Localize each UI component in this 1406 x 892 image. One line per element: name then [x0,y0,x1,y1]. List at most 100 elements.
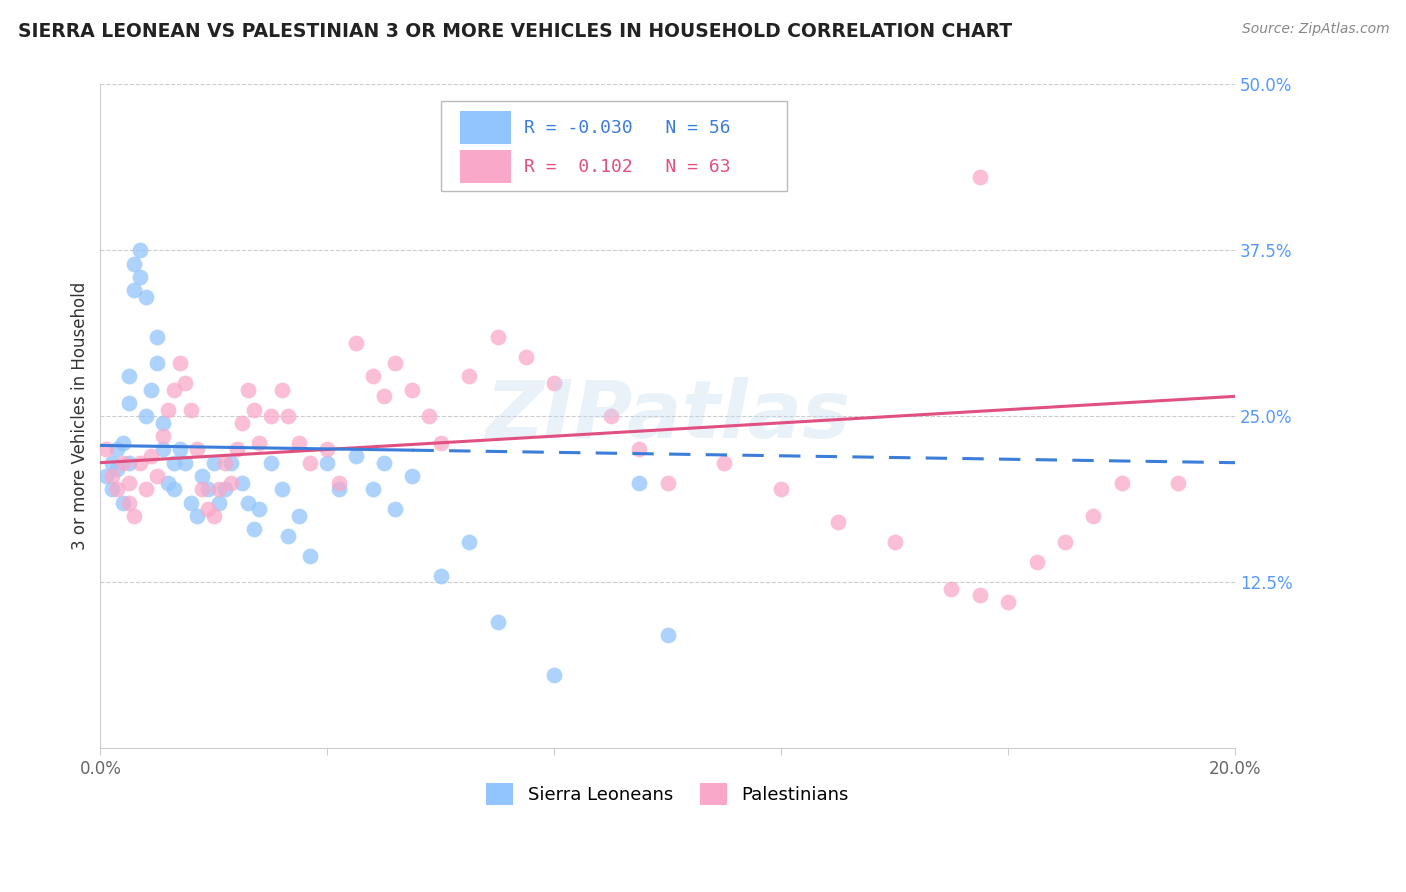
Point [118,369,141,384]
Point [100,482,122,496]
Point [628,442,651,457]
Point [344,336,367,351]
Point [458,535,481,549]
Point [135,482,157,496]
Point [157,475,180,490]
Legend: Sierra Leoneans, Palestinians: Sierra Leoneans, Palestinians [479,775,856,812]
Point [827,516,849,530]
Point [515,350,537,364]
Point [657,628,679,642]
Point [418,409,440,424]
Point [384,502,406,516]
Point [208,482,231,496]
Point [112,435,135,450]
Point [997,595,1019,609]
Point [969,170,991,185]
Point [429,435,451,450]
Point [429,568,451,582]
Point [146,329,169,343]
Point [219,475,242,490]
Point [169,356,191,370]
Text: Source: ZipAtlas.com: Source: ZipAtlas.com [1241,22,1389,37]
Point [124,257,146,271]
Point [242,522,264,536]
Point [94,442,117,457]
Point [118,456,141,470]
Point [316,442,339,457]
Point [146,469,169,483]
Point [112,495,135,509]
Point [288,508,311,523]
Text: SIERRA LEONEAN VS PALESTINIAN 3 OR MORE VEHICLES IN HOUSEHOLD CORRELATION CHART: SIERRA LEONEAN VS PALESTINIAN 3 OR MORE … [18,22,1012,41]
Point [118,495,141,509]
Text: R = -0.030   N = 56: R = -0.030 N = 56 [523,119,730,136]
FancyBboxPatch shape [440,101,787,191]
Point [328,482,350,496]
Point [344,449,367,463]
Point [202,456,225,470]
Point [361,369,384,384]
Point [628,475,651,490]
Point [486,615,509,629]
Point [1083,508,1105,523]
Point [543,668,565,682]
Point [657,475,679,490]
Point [105,462,128,476]
Point [141,449,163,463]
Point [163,456,186,470]
Point [1053,535,1076,549]
Point [197,482,219,496]
Point [163,482,186,496]
Point [401,469,423,483]
Point [219,456,242,470]
Point [236,495,259,509]
Point [129,456,152,470]
Point [174,376,197,390]
Point [118,475,141,490]
Point [135,409,157,424]
Point [1111,475,1133,490]
Text: ZIPatlas: ZIPatlas [485,377,851,455]
Point [1025,555,1047,569]
Point [288,435,311,450]
Point [299,549,322,563]
Point [94,469,117,483]
Point [152,429,174,443]
Point [1167,475,1189,490]
Point [883,535,905,549]
Point [124,283,146,297]
Point [486,329,509,343]
Point [277,529,299,543]
Point [105,482,128,496]
Point [231,475,253,490]
Point [100,469,122,483]
Point [277,409,299,424]
Point [373,456,395,470]
Point [271,383,294,397]
Point [328,475,350,490]
Point [713,456,735,470]
Point [236,383,259,397]
Point [129,244,152,258]
Point [186,508,208,523]
Point [112,456,135,470]
Point [169,442,191,457]
Point [231,416,253,430]
Point [247,435,270,450]
Point [373,389,395,403]
Point [124,508,146,523]
Point [225,442,247,457]
Point [191,482,214,496]
Point [316,456,339,470]
Point [969,588,991,602]
Point [384,356,406,370]
Point [191,469,214,483]
Point [458,369,481,384]
Y-axis label: 3 or more Vehicles in Household: 3 or more Vehicles in Household [72,282,89,550]
Point [299,456,322,470]
Point [242,402,264,417]
Point [152,442,174,457]
FancyBboxPatch shape [460,150,512,183]
Point [214,456,236,470]
Point [247,502,270,516]
